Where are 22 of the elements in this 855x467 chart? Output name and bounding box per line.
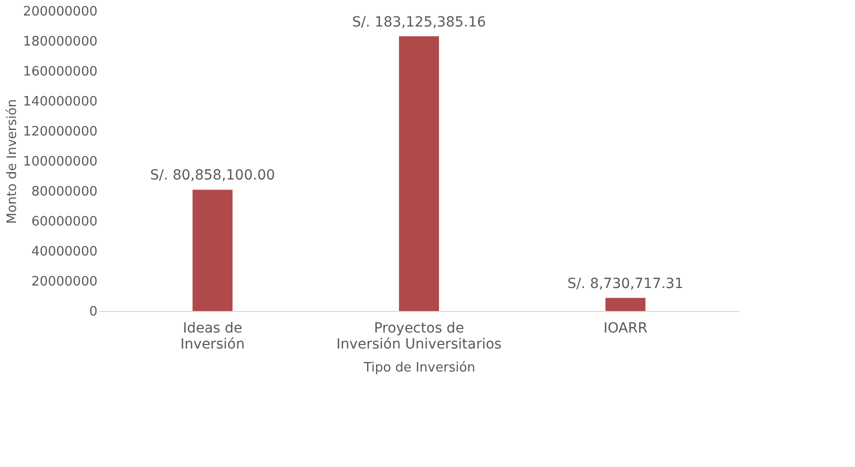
- y-tick-label: 0: [89, 304, 98, 320]
- x-axis-title: Tipo de Inversión: [362, 360, 476, 376]
- bar: [399, 36, 439, 311]
- y-tick-label: 140000000: [23, 94, 98, 110]
- y-tick-label: 120000000: [23, 124, 98, 140]
- y-axis-title: Monto de Inversión: [5, 99, 20, 224]
- bar: [605, 298, 646, 311]
- y-tick-label: 80000000: [31, 184, 98, 200]
- data-label: S/. 183,125,385.16: [352, 14, 486, 30]
- y-tick-label: 180000000: [23, 34, 98, 50]
- bar: [192, 190, 233, 311]
- y-tick-label: 100000000: [23, 154, 98, 170]
- y-tick-label: 160000000: [23, 64, 98, 80]
- y-tick-label: 200000000: [23, 4, 98, 20]
- x-tick-label: Ideas de Inversión: [180, 320, 245, 352]
- y-tick-label: 20000000: [31, 274, 98, 290]
- data-label: S/. 80,858,100.00: [150, 168, 276, 184]
- data-label: S/. 8,730,717.31: [567, 276, 684, 292]
- x-tick-label: Proyectos de Inversión Universitarios: [336, 320, 502, 352]
- x-tick-label: IOARR: [603, 320, 648, 336]
- y-tick-label: 40000000: [31, 244, 98, 260]
- y-tick-label: 60000000: [31, 214, 98, 230]
